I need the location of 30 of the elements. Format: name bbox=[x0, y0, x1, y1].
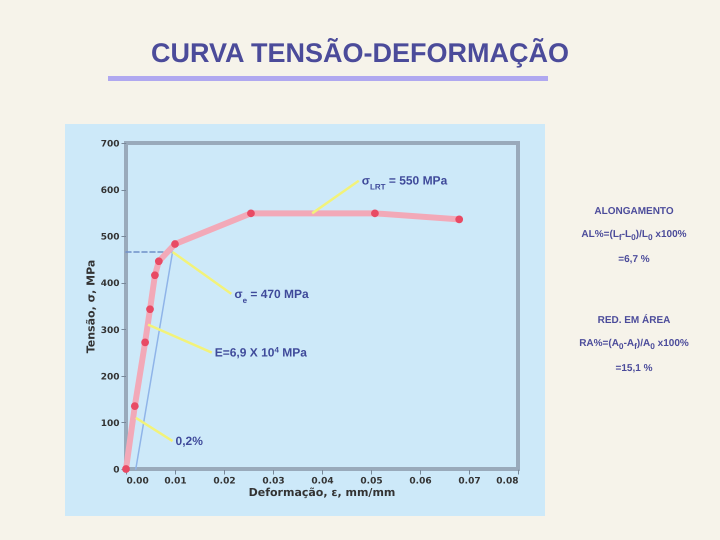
y-tick-label: 600 bbox=[100, 186, 120, 196]
x-tick-label: 0.08 bbox=[496, 476, 518, 486]
annotation: σ$_{e}$ = 470 MPa bbox=[234, 286, 310, 304]
chart-title: CURVA TENSÃO-DEFORMAÇÃO bbox=[150, 38, 570, 69]
y-tick-label: 300 bbox=[100, 326, 120, 336]
annotation: 0,2% bbox=[176, 434, 204, 448]
y-tick-label: 200 bbox=[100, 372, 120, 382]
x-tick-label: 0.01 bbox=[164, 476, 187, 486]
text: =6,7 % bbox=[617, 254, 651, 265]
text: =15,1 % bbox=[614, 363, 654, 374]
text: RA%=(A$_{0}$-A$_{f}$)/A$_{0}$ x100% bbox=[578, 338, 690, 351]
annotation: E=6,9 X 10$^{4}$ MPa bbox=[214, 345, 308, 360]
x-tick-label: 0.02 bbox=[213, 476, 236, 486]
y-tick-label: 400 bbox=[100, 279, 120, 290]
x-tick-label: 0.06 bbox=[409, 476, 432, 486]
text: AL%=(L$_{f}$-L$_{0}$)/L$_{0}$ x100% bbox=[580, 229, 688, 242]
y-tick-label: 700 bbox=[100, 140, 120, 150]
x-tick-label: 0.07 bbox=[458, 476, 481, 486]
text: ALONGAMENTO bbox=[593, 206, 675, 217]
x-axis-title: Deformação, ε, mm/mm bbox=[248, 486, 396, 499]
x-tick-label: 0.03 bbox=[262, 476, 285, 486]
y-tick-label: 0 bbox=[113, 466, 120, 476]
annotation: σ$_{LRT}$ = 550 MPa bbox=[362, 174, 448, 192]
y-tick-label: 100 bbox=[100, 418, 120, 429]
x-tick-label: 0.05 bbox=[360, 476, 383, 486]
x-tick-label: 0.00 bbox=[126, 476, 149, 486]
text: RED. EM ÁREA bbox=[596, 315, 672, 326]
y-tick-label: 500 bbox=[100, 232, 120, 243]
y-axis-title: Tensão, σ, MPa bbox=[84, 260, 98, 354]
x-tick-label: 0.04 bbox=[311, 476, 334, 486]
